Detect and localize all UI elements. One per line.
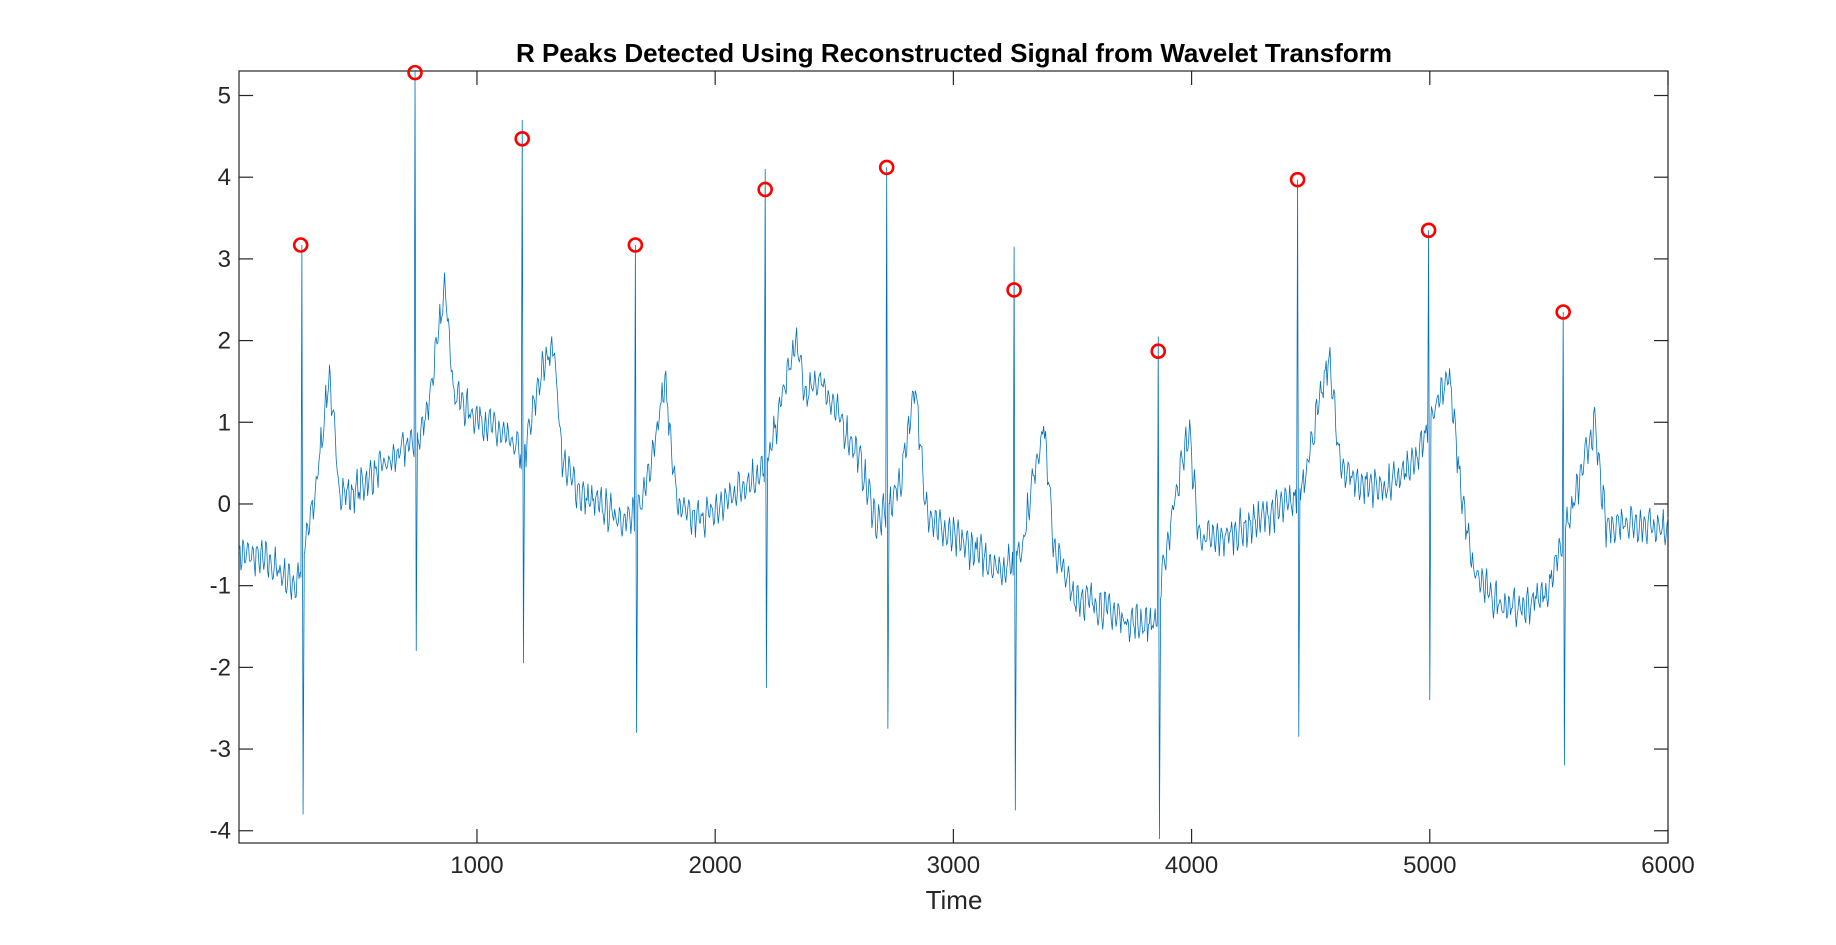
y-tick-label: 5 — [218, 83, 231, 110]
x-tick-label: 5000 — [1403, 852, 1456, 879]
r-peak-marker — [292, 237, 309, 253]
y-tick-label: 0 — [218, 491, 231, 518]
r-peak-marker — [1006, 282, 1022, 298]
chart-title: R Peaks Detected Using Reconstructed Sig… — [516, 38, 1392, 68]
y-tick-label: -3 — [210, 736, 231, 763]
r-peak-marker — [407, 64, 423, 81]
r-peak-marker — [757, 181, 773, 198]
y-tick-label: -2 — [210, 654, 231, 681]
axis-ticks: 1000 2000 3000 4000 5000 6000 -4 -3 -2 -1 0 1 2 3 4 5 — [210, 71, 1695, 879]
x-tick-label: 2000 — [688, 852, 741, 879]
signal-layer — [238, 70, 1669, 839]
r-peak-marker — [514, 131, 531, 147]
y-tick-label: 4 — [218, 164, 231, 191]
r-peak-marker — [878, 159, 895, 176]
r-peak-marker — [1150, 343, 1167, 360]
r-peak-marker — [1555, 304, 1571, 320]
x-axis-label: Time — [926, 885, 983, 915]
r-peak-markers — [292, 64, 1571, 360]
y-tick-label: 2 — [218, 328, 231, 355]
y-tick-label: -4 — [210, 818, 231, 845]
axes-box — [238, 70, 1669, 844]
r-peak-marker — [1289, 171, 1306, 188]
y-tick-label: 3 — [218, 246, 231, 273]
x-tick-label: 4000 — [1165, 852, 1218, 879]
x-tick-label: 6000 — [1641, 852, 1694, 879]
x-tick-label: 3000 — [927, 852, 980, 879]
y-tick-label: 1 — [218, 409, 231, 436]
signal-line — [238, 70, 1669, 839]
x-tick-label: 1000 — [450, 852, 503, 879]
y-tick-label: -1 — [210, 573, 231, 600]
r-peak-marker — [627, 237, 644, 253]
r-peak-marker — [1420, 222, 1437, 239]
